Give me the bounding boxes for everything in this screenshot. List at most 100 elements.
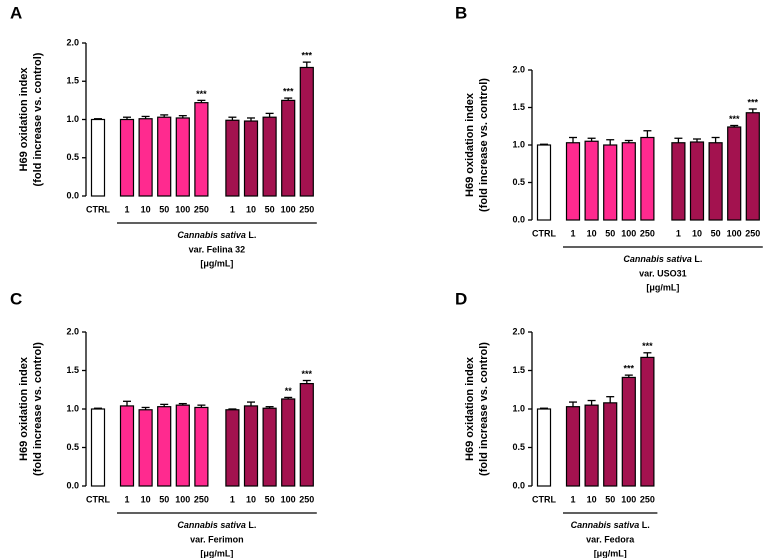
x-tick-label: CTRL — [532, 228, 556, 238]
bar — [119, 405, 135, 487]
caption-species: Cannabis sativa L. — [571, 520, 650, 530]
y-tick-label: 0.0 — [66, 480, 79, 490]
bar — [157, 406, 172, 487]
bar — [640, 136, 655, 221]
bar — [119, 118, 135, 197]
x-tick-label: 100 — [727, 228, 742, 238]
bar — [727, 126, 742, 221]
significance: *** — [283, 86, 294, 96]
caption-unit: [μg/mL] — [646, 282, 679, 292]
y-tick-label: 2.0 — [512, 64, 525, 74]
bar — [640, 356, 655, 487]
x-tick-label: 100 — [621, 228, 636, 238]
x-tick-label: 10 — [692, 228, 702, 238]
species: Cannabis sativa — [571, 520, 640, 530]
bar — [745, 112, 760, 221]
x-tick-label: CTRL — [86, 494, 110, 504]
bar — [262, 407, 277, 487]
x-tick-label: 10 — [246, 494, 256, 504]
bar — [138, 409, 153, 487]
caption-species: Cannabis sativa L. — [177, 520, 256, 530]
significance: *** — [642, 341, 653, 351]
bar — [671, 142, 686, 221]
caption-unit: [μg/mL] — [200, 258, 233, 268]
x-tick-label: 1 — [124, 204, 129, 214]
x-tick-label: 250 — [745, 228, 760, 238]
species: Cannabis sativa — [623, 254, 692, 264]
bar — [281, 398, 296, 487]
y-tick-label: 1.5 — [66, 76, 79, 86]
x-tick-label: 10 — [587, 494, 597, 504]
x-tick-label: 250 — [640, 228, 655, 238]
x-tick-label: CTRL — [86, 204, 110, 214]
caption-variety: var. USO31 — [639, 268, 687, 278]
bar — [175, 404, 190, 487]
bar — [262, 116, 277, 197]
author: L. — [248, 520, 256, 530]
bar — [194, 102, 209, 197]
x-tick-label: 10 — [246, 204, 256, 214]
author: L. — [248, 230, 256, 240]
x-tick-label: 100 — [621, 494, 636, 504]
caption-variety: var. Fedora — [586, 534, 635, 544]
y-tick-label: 2.0 — [66, 37, 79, 47]
significance: *** — [624, 363, 635, 373]
y-tick-label: 0.5 — [512, 177, 525, 187]
x-tick-label: 100 — [175, 494, 190, 504]
x-tick-label: 50 — [265, 494, 275, 504]
caption-species: Cannabis sativa L. — [623, 254, 702, 264]
species: Cannabis sativa — [177, 230, 246, 240]
x-tick-label: 250 — [299, 204, 314, 214]
bar — [243, 405, 259, 487]
species: Cannabis sativa — [177, 520, 246, 530]
y-axis-label: H69 oxidation index — [464, 356, 476, 461]
x-tick-label: 100 — [175, 204, 190, 214]
caption-unit: [μg/mL] — [200, 548, 233, 558]
bar — [584, 404, 599, 487]
y-tick-label: 0.0 — [512, 480, 525, 490]
bar — [621, 376, 636, 487]
x-tick-label: 50 — [159, 494, 169, 504]
bar — [138, 118, 153, 197]
y-axis-label: (fold increase vs. control) — [478, 342, 490, 476]
x-tick-label: 1 — [124, 494, 129, 504]
significance: *** — [748, 97, 759, 107]
y-tick-label: 0.5 — [512, 442, 525, 452]
x-tick-label: 1 — [230, 204, 235, 214]
bar — [90, 408, 106, 487]
bar — [299, 382, 314, 487]
caption-unit: [μg/mL] — [594, 548, 627, 558]
y-tick-label: 0.0 — [66, 190, 79, 200]
panel: D H69 oxidation index (fold increase vs. c… — [455, 289, 658, 558]
x-tick-label: 100 — [281, 494, 296, 504]
x-tick-label: 250 — [194, 204, 209, 214]
panel-label: B — [455, 3, 467, 22]
y-axis-label: (fold increase vs. control) — [32, 342, 44, 476]
y-tick-label: 1.5 — [66, 365, 79, 375]
caption-variety: var. Ferimon — [190, 534, 244, 544]
significance: ** — [285, 386, 293, 396]
y-tick-label: 1.0 — [512, 403, 525, 413]
bar — [194, 406, 209, 487]
y-axis-label: H69 oxidation index — [18, 356, 30, 461]
x-tick-label: 250 — [640, 494, 655, 504]
bar — [603, 144, 618, 221]
panel-label: A — [10, 3, 22, 22]
bar — [565, 142, 581, 221]
significance: *** — [302, 51, 313, 61]
x-tick-label: 1 — [676, 228, 681, 238]
bar — [90, 118, 106, 197]
y-tick-label: 1.0 — [66, 114, 79, 124]
y-tick-label: 0.0 — [512, 214, 525, 224]
x-tick-label: 100 — [281, 204, 296, 214]
y-axis-label: (fold increase vs. control) — [478, 78, 490, 212]
panel: C H69 oxidation index (fold increase vs. c… — [10, 289, 317, 558]
panel: A H69 oxidation index (fold increase vs. c… — [10, 3, 317, 268]
caption-species: Cannabis sativa L. — [177, 230, 256, 240]
panel-label: D — [455, 289, 467, 308]
x-tick-label: 10 — [141, 494, 151, 504]
x-tick-label: CTRL — [532, 494, 556, 504]
author: L. — [642, 520, 650, 530]
y-tick-label: 1.5 — [512, 102, 525, 112]
